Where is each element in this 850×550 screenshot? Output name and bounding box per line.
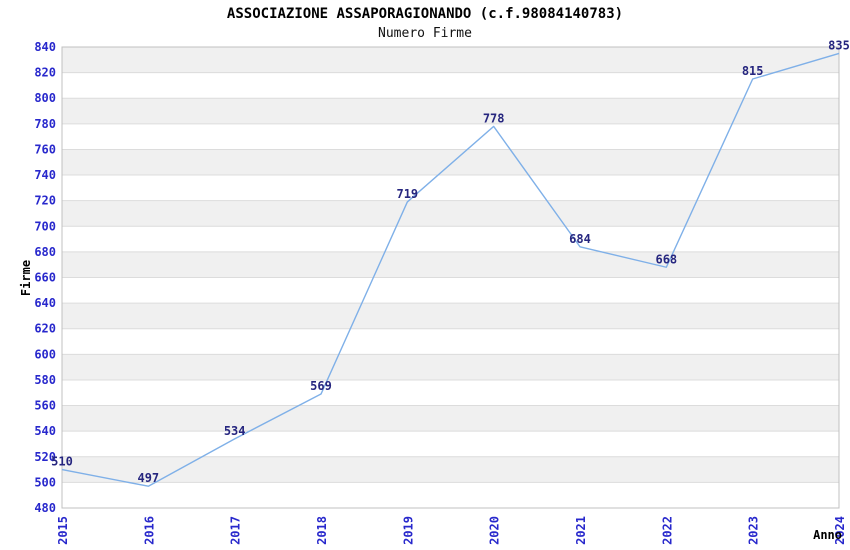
background-band <box>62 405 839 432</box>
series-line <box>61 52 840 487</box>
y-tick-label: 600 <box>34 347 56 361</box>
background-band <box>62 303 839 329</box>
y-tick-label: 480 <box>34 501 56 515</box>
y-tick-label: 660 <box>34 271 56 285</box>
y-tick-label: 800 <box>34 91 56 105</box>
background-band <box>62 98 839 124</box>
data-point-label: 534 <box>224 424 246 438</box>
data-point-label: 815 <box>742 64 764 78</box>
y-tick-label: 740 <box>34 168 56 182</box>
y-tick-label: 820 <box>34 66 56 80</box>
x-tick-label: 2022 <box>660 516 674 545</box>
chart-subtitle: Numero Firme <box>378 26 472 41</box>
x-tick-label: 2018 <box>315 516 329 545</box>
y-tick-label: 540 <box>34 424 56 438</box>
x-tick-label: 2021 <box>574 516 588 545</box>
x-tick-label: 2024 <box>833 516 847 545</box>
data-point-label: 510 <box>51 455 73 469</box>
background-band <box>62 47 839 73</box>
y-tick-label: 780 <box>34 117 56 131</box>
background-band <box>62 354 839 380</box>
plot-border <box>61 46 840 509</box>
y-tick-label: 700 <box>34 219 56 233</box>
chart-title: ASSOCIAZIONE ASSAPORAGIONANDO (c.f.98084… <box>226 6 624 22</box>
y-tick-label: 840 <box>34 40 56 54</box>
background-band <box>62 251 839 278</box>
x-tick-label: 2017 <box>229 516 243 545</box>
data-point-label: 668 <box>655 252 677 266</box>
background-band <box>62 456 839 483</box>
data-point-label: 719 <box>396 187 418 201</box>
background-band <box>62 149 839 176</box>
x-tick-label: 2019 <box>401 516 415 545</box>
y-tick-label: 720 <box>34 194 56 208</box>
x-tick-label: 2015 <box>56 516 70 545</box>
x-axis-title: Anno <box>813 528 842 542</box>
x-tick-label: 2016 <box>142 516 156 545</box>
y-tick-label: 580 <box>34 373 56 387</box>
y-tick-label: 560 <box>34 399 56 413</box>
y-axis-title: Firme <box>19 259 34 297</box>
x-tick-label: 2020 <box>488 516 502 545</box>
data-point-label: 497 <box>137 471 159 485</box>
data-point-label: 835 <box>828 38 850 52</box>
background-band <box>62 200 839 227</box>
y-tick-label: 620 <box>34 322 56 336</box>
y-tick-label: 680 <box>34 245 56 259</box>
y-tick-label: 760 <box>34 142 56 156</box>
data-point-label: 684 <box>569 232 591 246</box>
x-tick-label: 2023 <box>747 516 761 545</box>
data-point-label: 778 <box>483 111 505 125</box>
data-point-label: 569 <box>310 379 332 393</box>
y-tick-label: 500 <box>34 475 56 489</box>
y-tick-label: 520 <box>34 450 56 464</box>
y-tick-label: 640 <box>34 296 56 310</box>
